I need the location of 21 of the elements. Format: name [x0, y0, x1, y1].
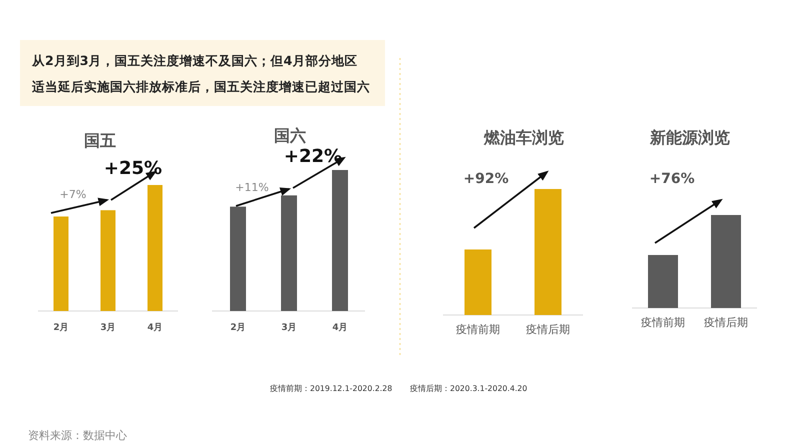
- x-tick-label: 2月: [53, 322, 69, 333]
- x-tick-label: 2月: [230, 322, 246, 333]
- x-tick-label: 3月: [281, 322, 297, 333]
- chart-title: 新能源浏览: [649, 128, 730, 147]
- text: +25%: [104, 158, 162, 179]
- annotation: +11%: [235, 181, 269, 194]
- annotation: +7%: [60, 188, 86, 201]
- chart-title: 燃油车浏览: [483, 128, 564, 147]
- text: +92%: [463, 171, 509, 187]
- x-tick-label: 疫情前期: [641, 316, 685, 329]
- x-tick-label: 4月: [332, 322, 348, 333]
- x-tick-label: 疫情后期: [704, 316, 748, 329]
- x-tick-label: 4月: [147, 322, 163, 333]
- text: 资料来源：数据中心: [28, 429, 127, 442]
- x-tick-label: 疫情前期: [456, 323, 500, 336]
- chart-title: 国六: [274, 126, 306, 145]
- text: 从2月到3月，国五关注度增速不及国六；但4月部分地区适当延后实施国六排放标准后，国五关注度增速已超过国六: [31, 53, 370, 94]
- x-tick-label: 疫情后期: [526, 323, 570, 336]
- x-tick-label: 3月: [100, 322, 116, 333]
- text: +76%: [649, 171, 695, 187]
- chart-title: 国五: [84, 131, 116, 150]
